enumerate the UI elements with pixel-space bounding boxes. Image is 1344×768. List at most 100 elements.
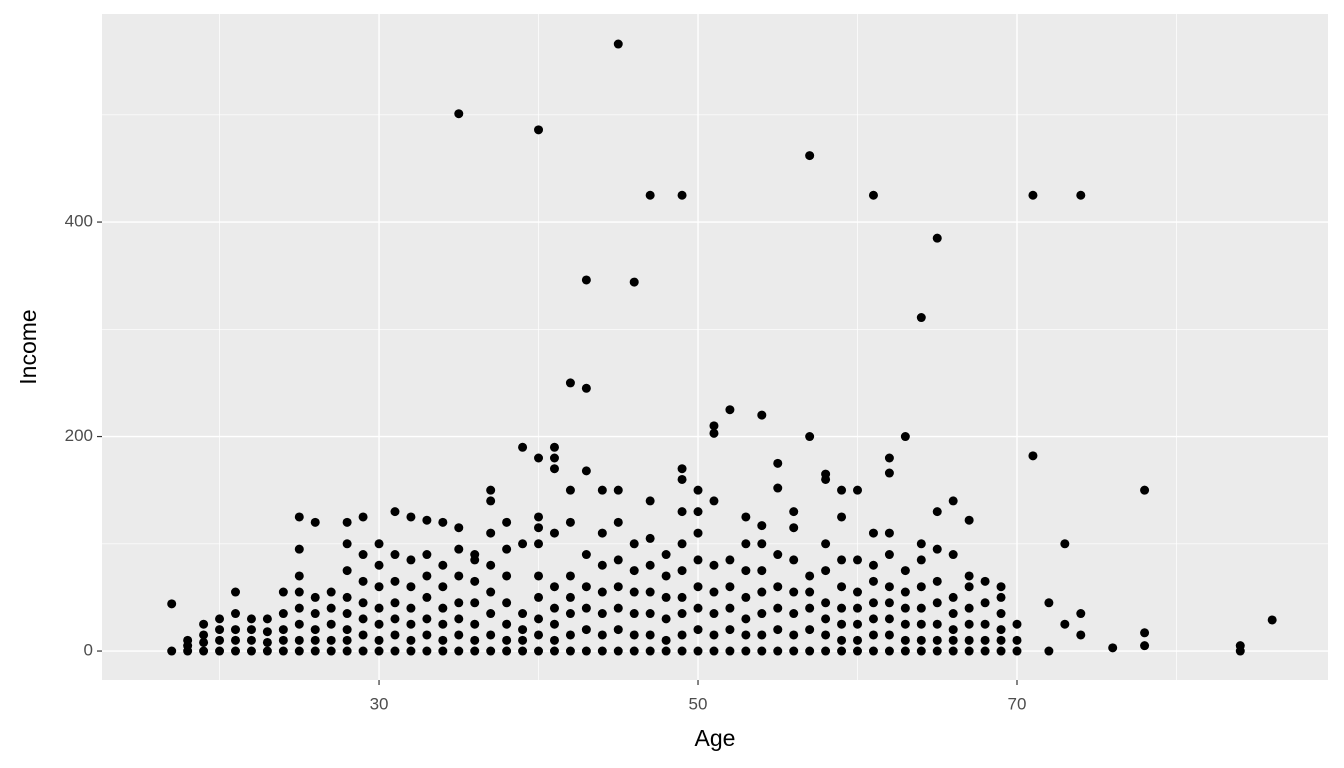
point [948,625,958,635]
point [358,598,368,608]
point [230,609,240,619]
point [932,576,942,586]
point [805,432,815,442]
point [932,233,942,243]
point [964,619,974,629]
point [884,598,894,608]
point [597,609,607,619]
point [438,635,448,645]
point [534,523,544,533]
point [725,555,735,565]
point [932,598,942,608]
point [262,627,272,637]
point [502,598,512,608]
point [996,582,1006,592]
point [757,410,767,420]
point [1108,643,1118,653]
y-axis-title: Income [15,309,41,384]
point [167,599,177,609]
point [1012,619,1022,629]
point [199,637,209,647]
point [1076,630,1086,640]
point [486,630,496,640]
point [262,646,272,656]
y-tick-label: 0 [84,641,93,660]
point [294,646,304,656]
point [741,592,751,602]
point [677,539,687,549]
point [406,582,416,592]
point [853,603,863,613]
point [900,432,910,442]
point [183,635,193,645]
point [980,646,990,656]
point [948,646,958,656]
point [326,587,336,597]
point [645,190,655,200]
point [358,630,368,640]
point [725,646,735,656]
point [709,609,719,619]
point [581,603,591,613]
point [884,614,894,624]
point [853,485,863,495]
point [773,458,783,468]
point [406,555,416,565]
point [725,625,735,635]
point [326,603,336,613]
point [534,125,544,135]
point [677,630,687,640]
point [741,630,751,640]
point [549,453,559,463]
point [342,517,352,527]
point [693,603,703,613]
point [884,468,894,478]
point [1060,619,1070,629]
point [709,428,719,438]
point [502,517,512,527]
point [470,646,480,656]
point [406,646,416,656]
point [1060,539,1070,549]
point [454,646,464,656]
point [693,582,703,592]
point [581,646,591,656]
point [805,587,815,597]
point [741,646,751,656]
point [597,528,607,538]
point [422,646,432,656]
point [502,635,512,645]
point [518,442,528,452]
point [996,609,1006,619]
point [884,582,894,592]
point [597,587,607,597]
point [789,555,799,565]
point [645,533,655,543]
point [1044,598,1054,608]
point [294,635,304,645]
point [900,603,910,613]
point [661,646,671,656]
point [964,582,974,592]
point [374,603,384,613]
point [661,635,671,645]
point [964,635,974,645]
point [613,625,623,635]
point [565,517,575,527]
point [757,646,767,656]
point [884,453,894,463]
point [693,555,703,565]
point [884,550,894,560]
point [677,609,687,619]
point [693,646,703,656]
point [741,512,751,522]
point [278,635,288,645]
point [757,630,767,640]
x-tick-label: 70 [1008,694,1027,713]
point [884,646,894,656]
point [565,646,575,656]
point [853,619,863,629]
point [837,512,847,522]
point [502,619,512,629]
point [821,614,831,624]
